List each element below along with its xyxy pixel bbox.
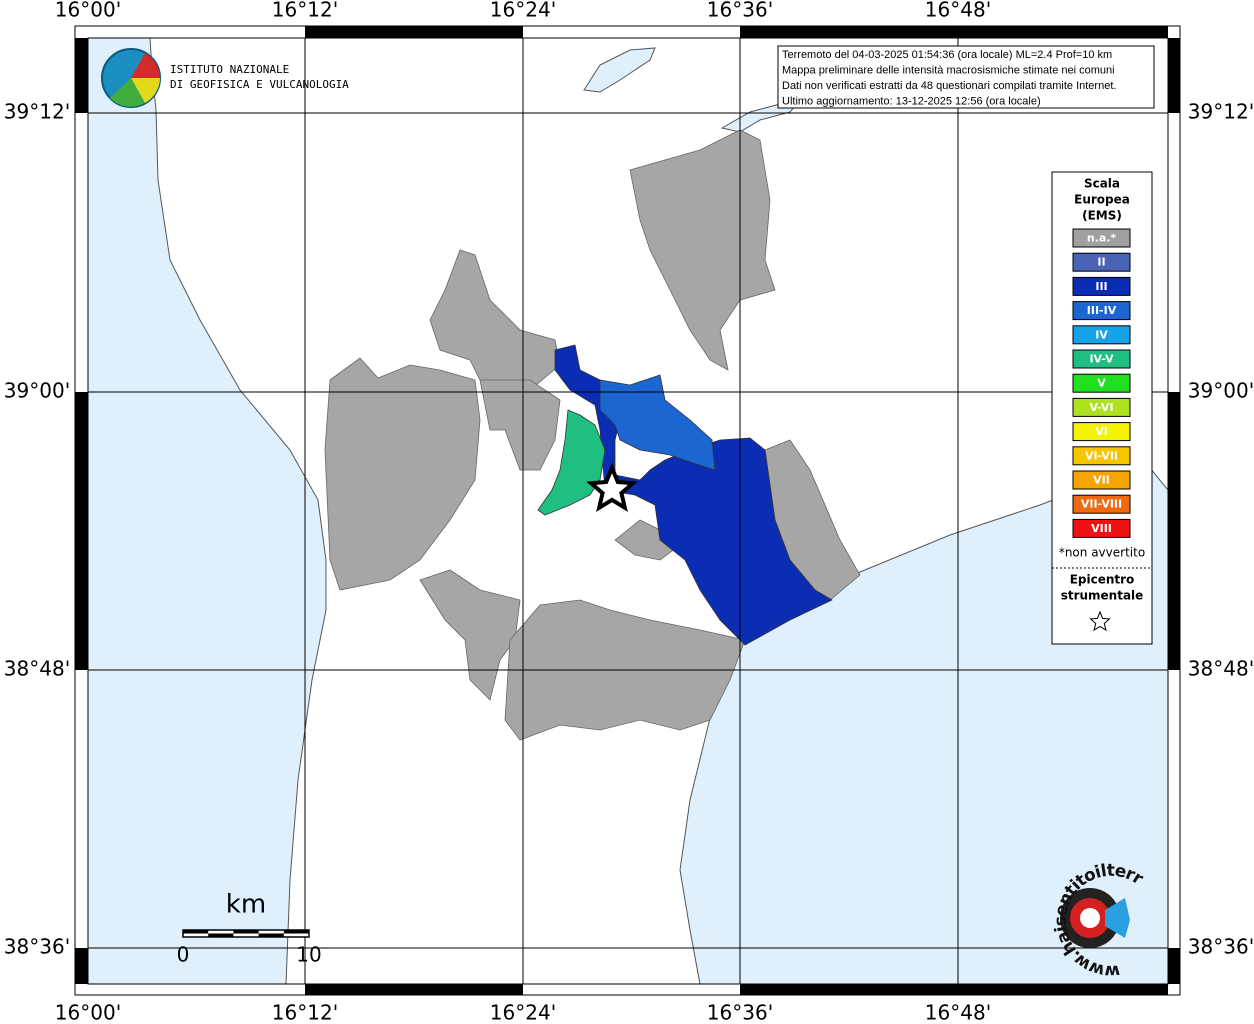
municipality xyxy=(629,129,776,371)
legend-label: V-VI xyxy=(1089,401,1113,414)
longitude-label: 16°36' xyxy=(707,0,773,22)
epicenter xyxy=(586,462,638,513)
legend-label: VII-VIII xyxy=(1081,498,1122,511)
municipality xyxy=(479,379,561,471)
legend-title: Europea xyxy=(1074,193,1130,207)
legend-epicenter: strumentale xyxy=(1061,589,1144,603)
legend-swatch xyxy=(1072,228,1131,248)
info-line: Ultimo aggiornamento: 13-12-2025 12:56 (… xyxy=(782,95,1041,107)
scale-bar-segment xyxy=(183,930,209,934)
frame-band xyxy=(958,26,1168,38)
municipality xyxy=(419,569,521,701)
scale-unit: km xyxy=(226,890,266,920)
frame-band xyxy=(75,392,88,670)
legend-label: VI-VII xyxy=(1085,449,1118,462)
legend-swatch xyxy=(1072,325,1131,345)
sea xyxy=(87,37,327,985)
logo-globe-part xyxy=(131,78,160,103)
legend-swatch xyxy=(1072,373,1131,393)
info-line: Mappa preliminare delle intensità macros… xyxy=(782,64,1115,76)
scale-bar-segment xyxy=(258,933,284,937)
scale-bar-segment xyxy=(233,930,259,934)
intensity-area xyxy=(599,374,716,471)
latitude-label: 38°36' xyxy=(1188,935,1254,959)
legend-swatch xyxy=(1072,518,1131,538)
longitude-label: 16°48' xyxy=(925,1001,991,1024)
legend-star xyxy=(1089,610,1111,632)
frame-band xyxy=(305,26,523,38)
legend-label: II xyxy=(1097,256,1105,269)
legend-epicenter: Epicentro xyxy=(1070,573,1135,587)
latitude-label: 39°12' xyxy=(4,100,70,124)
longitude-label: 16°00' xyxy=(55,1001,121,1024)
municipality xyxy=(324,357,481,591)
info-line: Terremoto del 04-03-2025 01:54:36 (ora l… xyxy=(782,49,1112,61)
scale-label: 0 xyxy=(177,943,190,967)
legend-label: VII xyxy=(1093,474,1110,487)
longitude-label: 16°36' xyxy=(707,1001,773,1024)
legend-swatch xyxy=(1072,276,1131,296)
legend-note: *non avvertito xyxy=(1059,546,1145,560)
legend-swatch xyxy=(1072,252,1131,272)
frame-band xyxy=(1168,948,1180,984)
legend-swatch xyxy=(1072,470,1131,490)
legend-swatch xyxy=(1072,397,1131,417)
site-logo-ring xyxy=(1080,908,1100,928)
legend-swatch xyxy=(1072,446,1131,466)
intensity-area xyxy=(537,409,606,516)
site-logo-speaker xyxy=(1105,898,1130,938)
frame-band xyxy=(740,26,958,38)
frame-band xyxy=(1168,392,1180,670)
longitude-label: 16°12' xyxy=(272,1001,338,1024)
lake xyxy=(583,47,656,93)
longitude-label: 16°24' xyxy=(490,1001,556,1024)
logo-text: DI GEOFISICA E VULCANOLOGIA xyxy=(170,78,349,91)
latitude-label: 39°00' xyxy=(1188,379,1254,403)
frame-band xyxy=(1168,38,1180,113)
legend-label: III xyxy=(1095,280,1107,293)
municipality xyxy=(429,249,561,391)
legend-label: V xyxy=(1097,377,1106,390)
legend-title: (EMS) xyxy=(1082,209,1122,223)
legend-label: IV-V xyxy=(1089,353,1114,366)
longitude-label: 16°24' xyxy=(490,0,556,22)
frame-band xyxy=(305,984,523,995)
legend-label: VI xyxy=(1095,425,1108,438)
logo-globe-part xyxy=(110,78,145,107)
frame-band xyxy=(75,38,88,113)
longitude-label: 16°00' xyxy=(55,0,121,22)
latitude-label: 39°12' xyxy=(1188,100,1254,124)
frame-band xyxy=(958,984,1168,995)
latitude-label: 38°36' xyxy=(4,935,70,959)
legend-label: n.a.* xyxy=(1087,232,1117,245)
info-box xyxy=(777,45,1155,109)
latitude-label: 38°48' xyxy=(4,657,70,681)
legend-swatch xyxy=(1072,422,1131,442)
latitude-label: 38°48' xyxy=(1188,657,1254,681)
longitude-label: 16°48' xyxy=(925,0,991,22)
legend-label: IV xyxy=(1095,328,1108,341)
longitude-label: 16°12' xyxy=(272,0,338,22)
legend-label: VIII xyxy=(1091,522,1112,535)
scale-label: 10 xyxy=(296,943,321,967)
legend-title: Scala xyxy=(1084,177,1120,191)
frame-band xyxy=(740,984,958,995)
scale-bar-segment xyxy=(208,933,234,937)
legend-swatch xyxy=(1072,349,1131,369)
legend-label: III-IV xyxy=(1087,304,1117,317)
logo-text: ISTITUTO NAZIONALE xyxy=(170,63,289,76)
info-line: Dati non verificati estratti da 48 quest… xyxy=(782,80,1116,92)
logo-globe-part xyxy=(131,53,160,78)
frame-band xyxy=(75,948,88,984)
latitude-label: 39°00' xyxy=(4,379,70,403)
scale-bar-segment xyxy=(283,930,309,934)
legend-swatch xyxy=(1072,301,1131,321)
legend-swatch xyxy=(1072,494,1131,514)
